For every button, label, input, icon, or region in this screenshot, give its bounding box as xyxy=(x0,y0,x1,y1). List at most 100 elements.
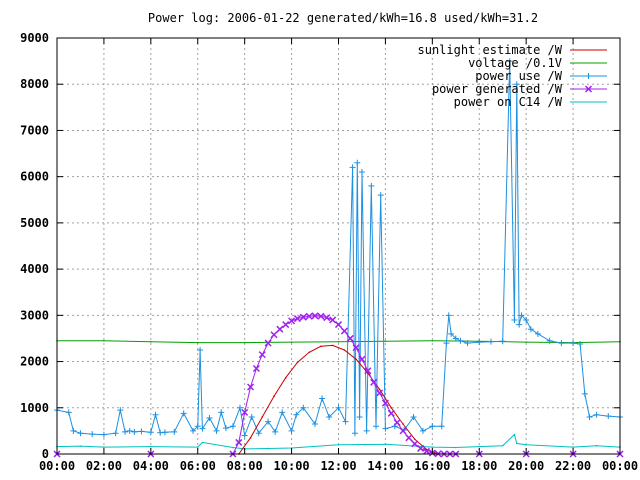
data-point xyxy=(358,355,366,363)
data-point xyxy=(138,428,145,435)
data-point xyxy=(329,316,337,324)
data-point xyxy=(577,340,584,347)
data-point xyxy=(356,414,363,421)
data-point xyxy=(103,339,105,342)
data-point xyxy=(501,444,504,447)
data-point xyxy=(376,389,384,397)
data-point xyxy=(516,321,523,328)
data-point xyxy=(419,427,426,434)
data-point xyxy=(506,58,513,65)
data-point xyxy=(518,312,525,319)
data-point xyxy=(382,425,389,432)
data-point xyxy=(290,341,293,343)
x-tick-label: 00:00 xyxy=(39,459,75,473)
data-point xyxy=(337,443,340,446)
data-point xyxy=(431,446,434,448)
data-point xyxy=(317,312,325,320)
data-point xyxy=(248,414,255,421)
data-point xyxy=(581,390,588,397)
data-point xyxy=(515,442,518,445)
data-point xyxy=(261,416,264,418)
data-point xyxy=(558,340,565,347)
data-point xyxy=(445,312,452,319)
data-point xyxy=(293,315,301,323)
data-point xyxy=(355,358,357,361)
data-point xyxy=(399,427,407,435)
data-point xyxy=(525,443,527,446)
data-point xyxy=(570,340,577,347)
data-point xyxy=(241,408,249,416)
data-point xyxy=(312,420,319,427)
data-point xyxy=(255,430,262,437)
data-point xyxy=(525,341,527,343)
y-tick-label: 7000 xyxy=(20,123,49,137)
series-layer xyxy=(53,58,624,458)
series-sunlight-estimate-w xyxy=(238,344,439,455)
data-point xyxy=(243,341,246,344)
data-point xyxy=(308,351,310,354)
data-point xyxy=(161,429,168,436)
data-point xyxy=(422,447,430,455)
data-point xyxy=(438,423,445,430)
legend-label: power use /W xyxy=(475,69,562,83)
data-point xyxy=(354,159,361,166)
data-point xyxy=(288,427,295,434)
data-point xyxy=(267,447,269,450)
data-point xyxy=(199,425,206,432)
data-point xyxy=(147,429,154,436)
data-point xyxy=(206,414,213,421)
legend-label: sunlight estimate /W xyxy=(418,43,563,57)
data-point xyxy=(511,316,518,323)
data-point xyxy=(586,414,593,421)
x-tick-label: 04:00 xyxy=(133,459,169,473)
data-point xyxy=(605,413,612,420)
series-power-use-w xyxy=(54,58,623,439)
x-tick-label: 12:00 xyxy=(320,459,356,473)
data-point xyxy=(413,438,416,441)
data-point xyxy=(194,423,201,430)
x-tick-label: 10:00 xyxy=(274,459,310,473)
data-point xyxy=(126,427,133,434)
legend-marker xyxy=(585,73,592,79)
data-point xyxy=(258,351,266,359)
data-point xyxy=(478,445,481,448)
data-point xyxy=(384,340,387,343)
data-point xyxy=(358,169,365,176)
data-point xyxy=(377,192,384,199)
data-point xyxy=(457,337,464,344)
data-point xyxy=(381,399,389,407)
data-point xyxy=(77,430,84,437)
data-point xyxy=(300,404,307,411)
x-tick-label: 22:00 xyxy=(555,459,591,473)
data-point xyxy=(252,364,260,373)
legend-marker xyxy=(584,85,593,93)
series-power-generated-w xyxy=(53,312,624,458)
legend-item: sunlight estimate /W xyxy=(418,43,607,57)
data-point xyxy=(305,312,313,320)
data-point xyxy=(513,81,520,88)
data-point xyxy=(241,432,248,439)
x-tick-label: 08:00 xyxy=(227,459,263,473)
data-point xyxy=(402,423,404,425)
data-point xyxy=(373,423,380,430)
x-tick-label: 18:00 xyxy=(461,459,497,473)
data-point xyxy=(411,440,419,448)
legend-item: power generated /W xyxy=(432,82,607,96)
data-point xyxy=(89,431,96,438)
legend-label: power on C14 /W xyxy=(454,95,563,109)
data-point xyxy=(342,418,349,425)
data-point xyxy=(417,444,425,452)
data-point xyxy=(218,409,225,416)
data-point xyxy=(288,317,296,325)
x-tick-label: 00:00 xyxy=(602,459,638,473)
data-point xyxy=(279,409,286,416)
data-point xyxy=(378,388,381,391)
y-tick-label: 5000 xyxy=(20,216,49,230)
y-axis: 0 1000 2000 3000 4000 5000 6000 7000 8000 9000 xyxy=(20,31,620,461)
y-tick-label: 1000 xyxy=(20,401,49,415)
data-point xyxy=(476,339,483,346)
data-point xyxy=(117,407,124,414)
data-point xyxy=(320,345,322,348)
